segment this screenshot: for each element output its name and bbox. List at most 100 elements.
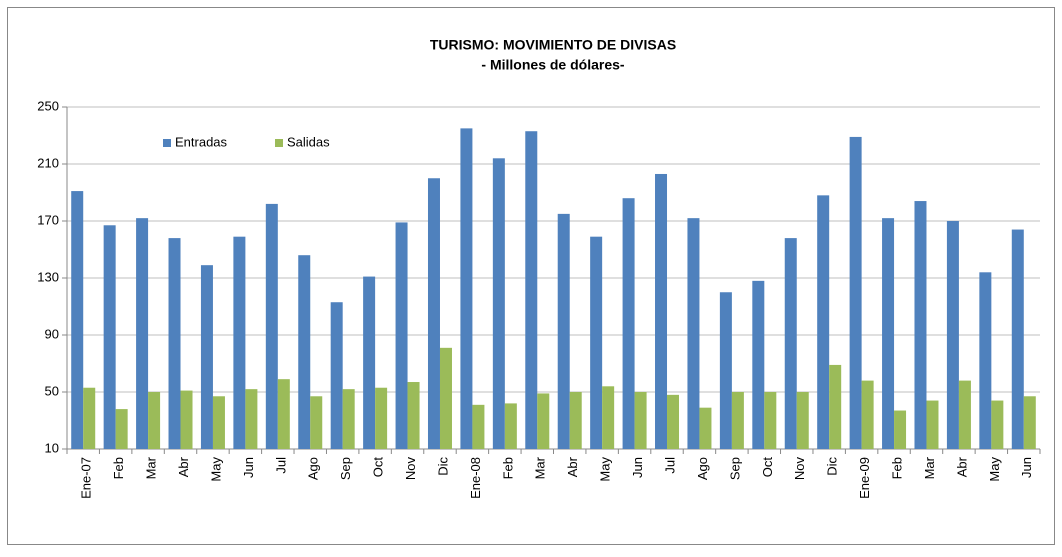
bar — [991, 400, 1004, 449]
bar — [731, 392, 744, 449]
x-tick-label: Ene-08 — [468, 457, 483, 499]
bar — [525, 131, 538, 449]
x-tick-label: Jun — [630, 457, 645, 478]
bar — [148, 392, 161, 449]
legend-label: Entradas — [175, 134, 228, 149]
x-tick-label: Nov — [792, 457, 807, 481]
bar — [946, 221, 959, 449]
bar — [427, 178, 440, 449]
x-tick-label: Sep — [727, 457, 742, 480]
bar — [926, 400, 939, 449]
bar — [330, 302, 343, 449]
x-tick-label: Ago — [695, 457, 710, 480]
bar — [829, 364, 842, 449]
bar — [212, 396, 225, 449]
bar — [699, 407, 712, 449]
bar — [115, 409, 128, 449]
bar — [233, 236, 246, 449]
bar — [245, 389, 258, 449]
bar — [655, 173, 668, 449]
bar — [375, 387, 388, 449]
x-tick-label: Dic — [825, 457, 840, 476]
bar — [395, 222, 408, 449]
bar — [979, 272, 992, 449]
bar — [602, 386, 615, 449]
bar — [569, 392, 582, 449]
bar — [265, 203, 278, 449]
bar — [667, 394, 680, 449]
y-tick-label: 90 — [45, 326, 59, 341]
x-tick-label: Jul — [273, 457, 288, 474]
legend-swatch — [275, 139, 283, 147]
bar — [796, 392, 809, 449]
x-tick-label: Feb — [111, 457, 126, 479]
x-tick-label: Ene-09 — [857, 457, 872, 499]
x-tick-label: Abr — [954, 456, 969, 477]
x-tick-label: Oct — [760, 457, 775, 478]
bar — [504, 403, 517, 449]
bar — [492, 158, 505, 450]
x-tick-label: Mar — [533, 456, 548, 479]
x-tick-label: Feb — [889, 457, 904, 479]
bar — [71, 191, 84, 449]
x-tick-label: Mar — [922, 456, 937, 479]
bar — [342, 389, 355, 449]
bar — [817, 195, 830, 449]
x-tick-label: Abr — [176, 456, 191, 477]
bar — [634, 392, 647, 449]
x-tick-label: Jun — [1019, 457, 1034, 478]
bar — [590, 236, 603, 449]
bar — [882, 218, 895, 449]
y-tick-label: 250 — [37, 98, 59, 113]
bar — [752, 280, 765, 449]
bar — [537, 393, 550, 449]
bar — [622, 198, 635, 449]
x-tick-label: Ene-07 — [79, 457, 94, 499]
y-tick-label: 210 — [37, 155, 59, 170]
bar — [310, 396, 323, 449]
bar — [557, 213, 570, 449]
x-tick-label: Ago — [306, 457, 321, 480]
x-tick-label: Sep — [338, 457, 353, 480]
legend-swatch — [163, 139, 171, 147]
bar — [687, 218, 700, 449]
bar — [764, 392, 777, 449]
bar — [849, 136, 862, 450]
chart-subtitle: - Millones de dólares- — [481, 57, 624, 73]
bar — [298, 255, 311, 449]
bar — [784, 238, 797, 449]
x-tick-label: Jun — [241, 457, 256, 478]
bar — [168, 238, 181, 449]
bar — [719, 292, 732, 449]
legend-label: Salidas — [287, 134, 330, 149]
bar — [439, 347, 452, 449]
y-tick-label: 130 — [37, 269, 59, 284]
x-tick-label: May — [987, 457, 1002, 482]
bar — [200, 265, 213, 449]
y-tick-label: 50 — [45, 383, 59, 398]
bar — [1011, 229, 1024, 449]
bar — [277, 379, 290, 449]
x-tick-label: Oct — [371, 457, 386, 478]
y-tick-label: 10 — [45, 440, 59, 455]
x-tick-label: May — [598, 457, 613, 482]
x-tick-label: Abr — [565, 456, 580, 477]
x-tick-label: Jul — [662, 457, 677, 474]
x-tick-label: May — [208, 457, 223, 482]
bar — [958, 380, 971, 449]
bar — [472, 404, 485, 449]
bar — [861, 380, 874, 449]
bar — [1023, 396, 1036, 449]
bar — [894, 410, 907, 449]
bar — [914, 201, 927, 449]
bar — [180, 390, 193, 449]
bar — [363, 276, 376, 449]
x-tick-label: Feb — [500, 457, 515, 479]
chart-title: TURISMO: MOVIMIENTO DE DIVISAS — [430, 37, 676, 53]
bar — [407, 382, 420, 449]
bar — [103, 225, 116, 449]
x-tick-label: Dic — [435, 457, 450, 476]
bar — [136, 218, 149, 449]
y-tick-label: 170 — [37, 212, 59, 227]
